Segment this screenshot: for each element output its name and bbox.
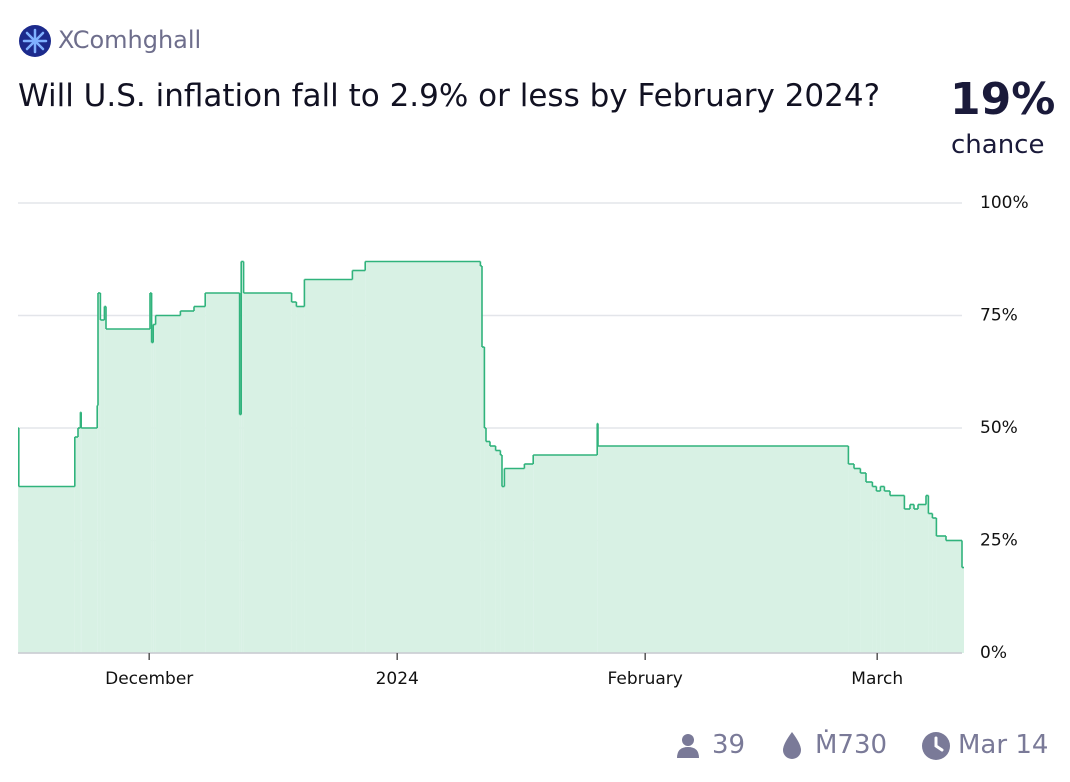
area-step (365, 261, 481, 653)
area-step (914, 509, 918, 653)
probability-caption: chance (951, 130, 1045, 160)
y-tick-label: 50% (980, 418, 1018, 438)
area-step (962, 567, 964, 653)
area-step (18, 486, 75, 653)
area-step (482, 347, 485, 653)
area-step (928, 513, 933, 653)
area-step (151, 342, 154, 653)
area-step (80, 412, 82, 653)
area-step (932, 518, 937, 653)
area-step (880, 486, 885, 653)
area-step (205, 293, 240, 653)
close-date: Mar 14 (958, 730, 1049, 760)
market-title: Will U.S. inflation fall to 2.9% or less… (18, 78, 881, 114)
area-step (495, 450, 501, 653)
area-step (239, 414, 242, 653)
area-step (243, 293, 292, 653)
area-step (904, 509, 910, 653)
volume-icon (783, 732, 801, 759)
x-tick-label: 2024 (376, 669, 419, 689)
area-step (490, 446, 496, 653)
area-step (106, 329, 150, 653)
avatar[interactable] (18, 24, 52, 58)
area-step (81, 428, 98, 653)
volume: Ṁ730 (815, 730, 888, 760)
area-step (502, 486, 505, 653)
area-step (890, 495, 905, 653)
area-step (480, 266, 482, 653)
area-step (936, 536, 946, 653)
author-name[interactable]: XComhghall (58, 26, 202, 54)
area-step (884, 491, 890, 653)
chart: 0% 25% 50% 75% 100% December 2024 February March (17, 193, 1029, 689)
area-step (291, 302, 297, 653)
y-tick-label: 0% (980, 643, 1007, 663)
area-step (241, 261, 244, 653)
area-step (194, 306, 206, 653)
area-step (946, 540, 962, 653)
area-step (598, 446, 849, 653)
area-step (296, 306, 305, 653)
area-step (100, 320, 105, 653)
area-step (876, 491, 881, 653)
traders-count: 39 (712, 730, 746, 760)
area-step (155, 315, 181, 653)
traders-icon (677, 734, 699, 758)
x-tick-label: March (851, 669, 903, 689)
area-step (860, 473, 866, 653)
y-tick-label: 100% (980, 193, 1029, 213)
area-step (597, 423, 598, 653)
area-step (866, 482, 873, 653)
area-step (153, 324, 156, 653)
area-step (150, 293, 152, 653)
area-step (854, 468, 861, 653)
area-step (18, 428, 19, 653)
area-step (872, 486, 877, 653)
area-step (352, 270, 366, 653)
area-step (910, 504, 914, 653)
area-step (486, 441, 490, 653)
area-step (533, 455, 598, 653)
area-step (180, 311, 194, 653)
area-step (104, 306, 106, 653)
close-icon (922, 732, 950, 760)
area-step (304, 279, 353, 653)
probability: 19% (950, 74, 1056, 125)
area-step (500, 455, 502, 653)
area-step (524, 464, 534, 653)
x-tick-label: December (105, 669, 193, 689)
area-step (78, 428, 81, 653)
area-step (926, 495, 929, 653)
area-step (484, 428, 486, 653)
y-tick-label: 75% (980, 306, 1018, 326)
x-tick-label: February (608, 669, 683, 689)
area-step (97, 405, 98, 653)
area-step (918, 504, 926, 653)
area-step (98, 293, 101, 653)
y-tick-label: 25% (980, 531, 1018, 551)
area-step (74, 437, 78, 653)
area-step (504, 468, 525, 653)
area-step (848, 464, 854, 653)
